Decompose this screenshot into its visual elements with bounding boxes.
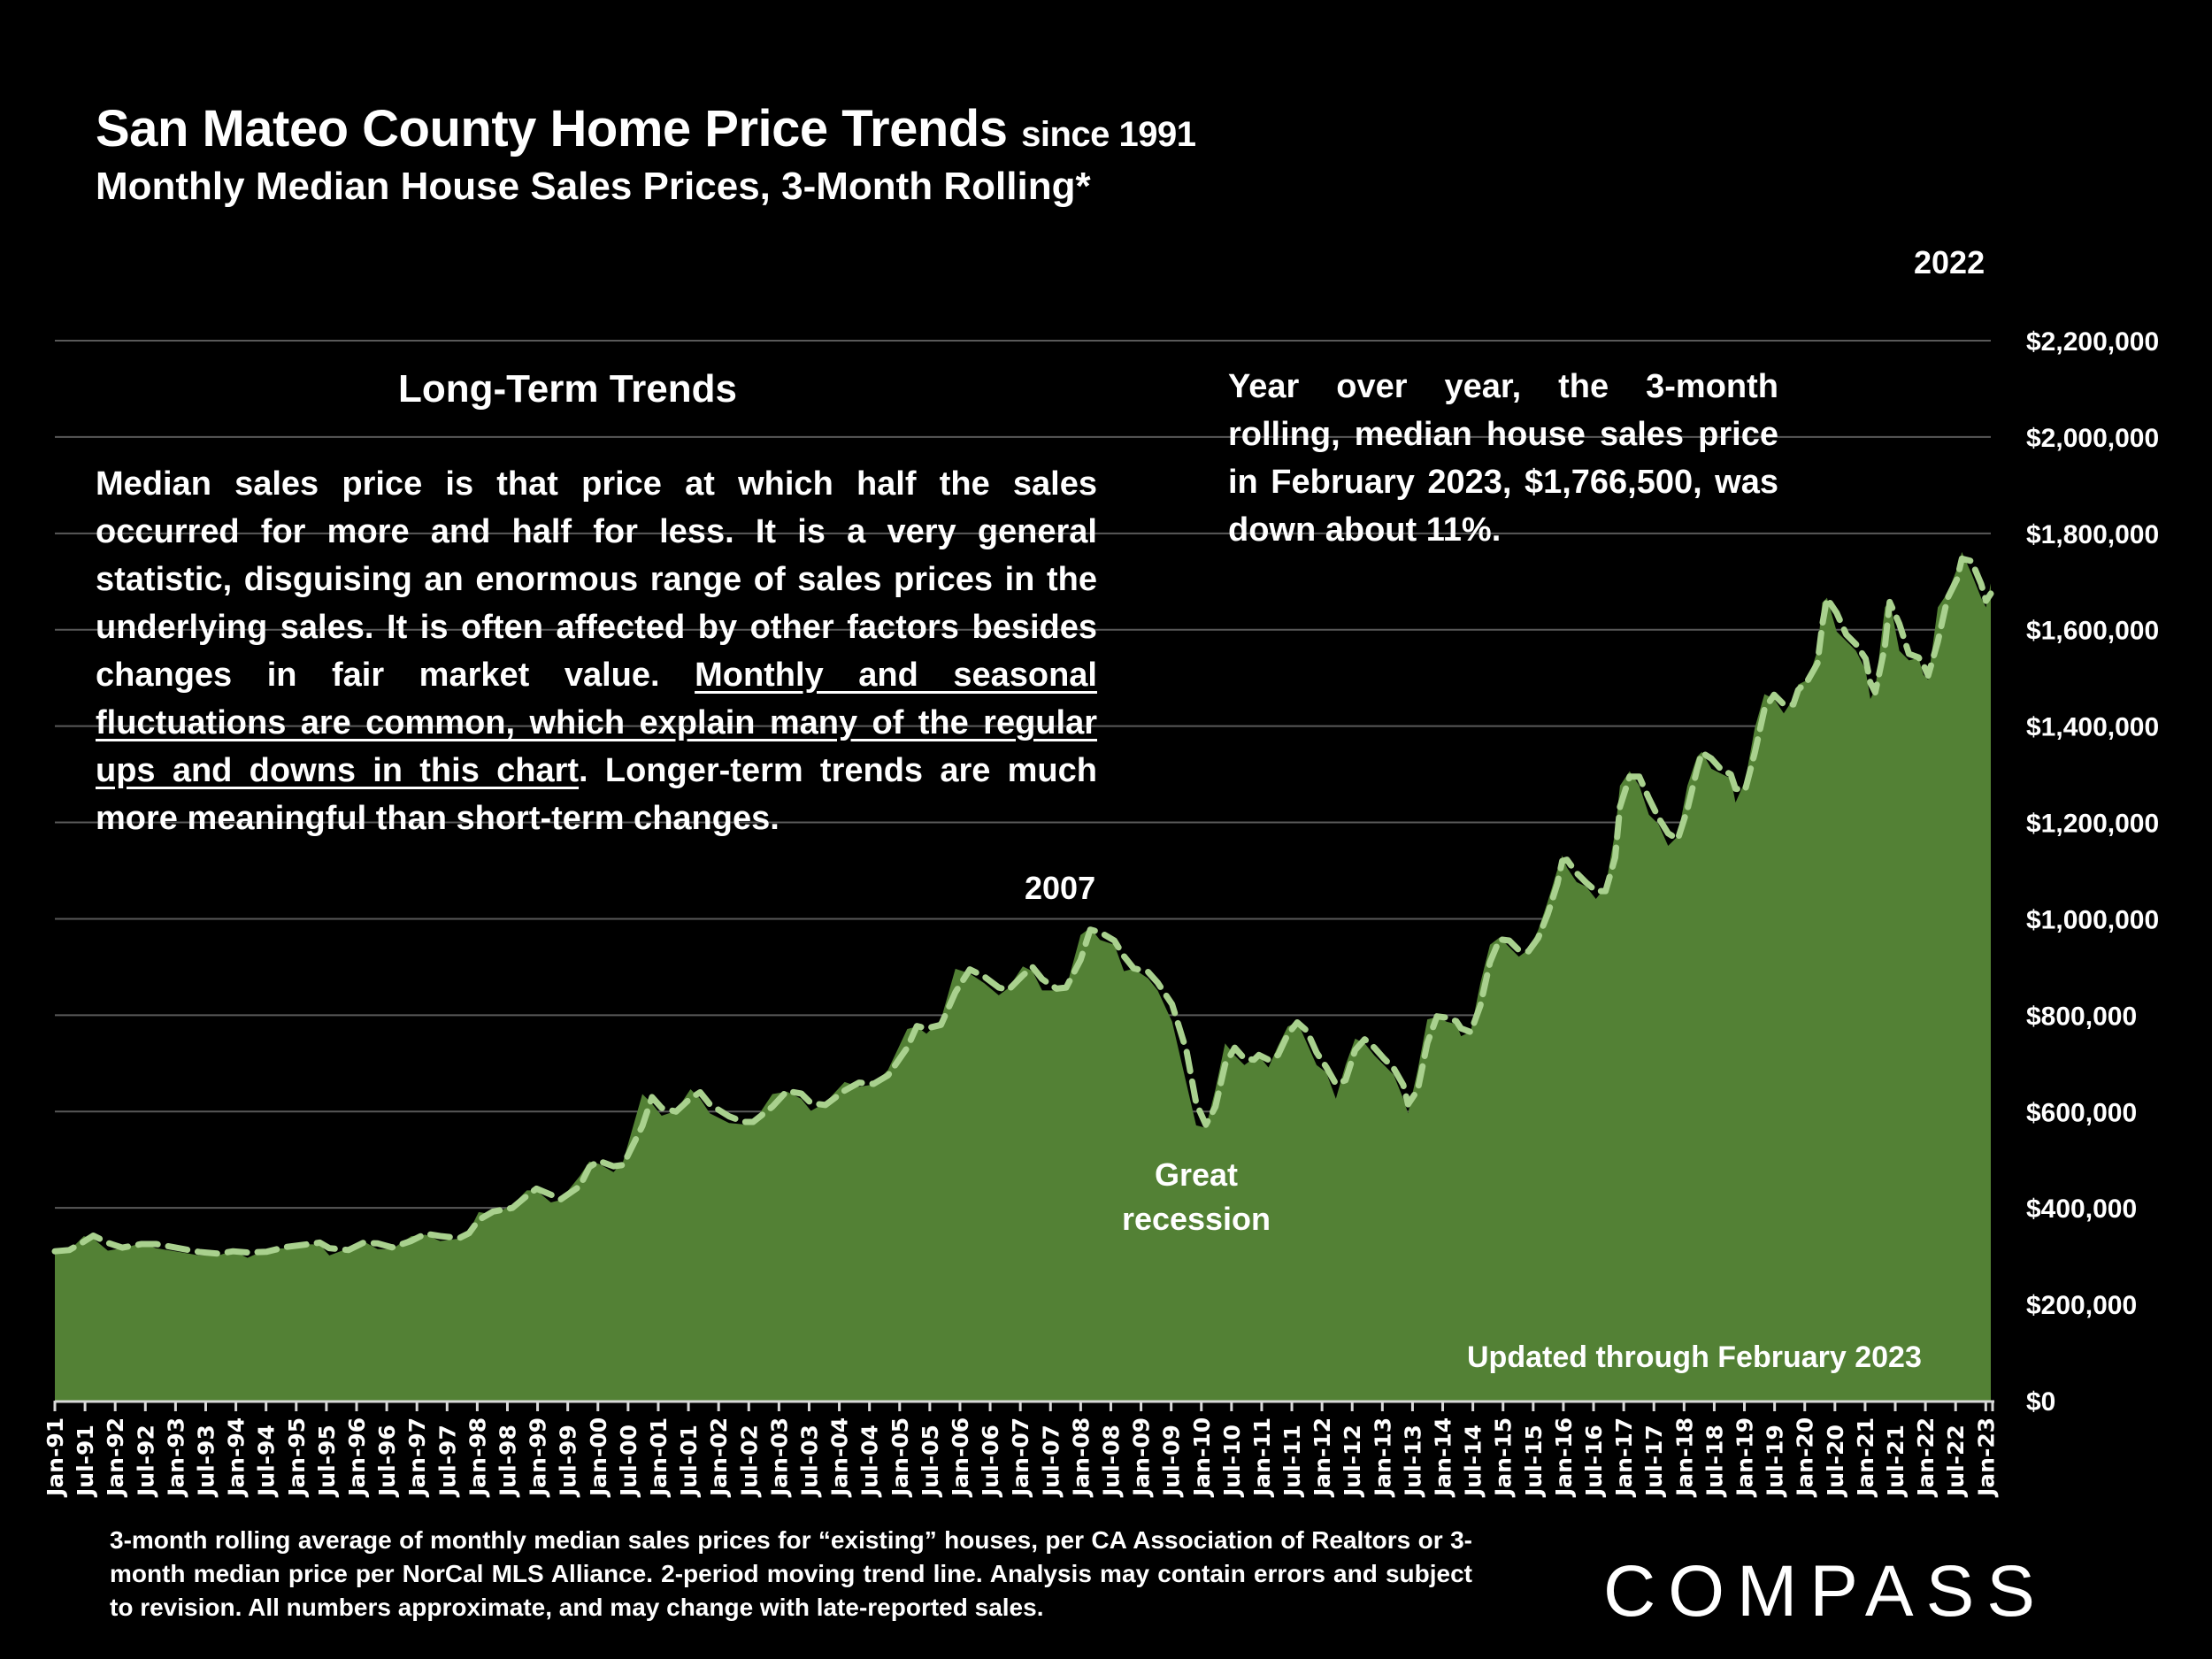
x-tick-label: Jul-98 — [495, 1425, 520, 1498]
x-tick-label: Jan-06 — [948, 1417, 973, 1498]
x-tick-label: Jul-09 — [1159, 1425, 1185, 1498]
x-tick-label: Jan-09 — [1129, 1417, 1155, 1498]
y-tick-label: $2,200,000 — [2026, 327, 2159, 357]
x-tick-label: Jan-22 — [1913, 1417, 1939, 1498]
y-tick-label: $1,800,000 — [2026, 520, 2159, 549]
annotation-updated: Updated through February 2023 — [1467, 1340, 1922, 1374]
y-tick-label: $1,600,000 — [2026, 617, 2159, 646]
x-tick-label: Jan-91 — [42, 1417, 68, 1498]
x-tick-label: Jul-99 — [556, 1425, 581, 1498]
x-tick-label: Jul-92 — [133, 1425, 158, 1498]
x-ticks: Jan-91 Jul-91 Jan-92 Jul-92 Jan-93 Jul-93 Jan-… — [42, 1401, 1999, 1498]
x-tick-label: Jul-11 — [1279, 1425, 1305, 1498]
logo-text: COMPASS — [1603, 1551, 2047, 1632]
x-tick-label: Jan-96 — [344, 1417, 370, 1498]
x-tick-label: Jul-22 — [1943, 1425, 1969, 1498]
long-term-trends-text: Median sales price is that price at whic… — [96, 460, 1097, 842]
x-tick-label: Jul-94 — [254, 1425, 280, 1498]
title-main: San Mateo County Home Price Trends — [96, 100, 1008, 157]
panel-text-part2: . Longer-term trends are much more meani… — [96, 752, 1097, 837]
x-tick-label: Jan-14 — [1431, 1417, 1456, 1498]
x-tick-label: Jul-13 — [1400, 1425, 1425, 1498]
x-tick-label: Jul-20 — [1823, 1425, 1848, 1498]
annotation-2007: 2007 — [1025, 870, 1096, 906]
x-tick-label: Jan-08 — [1068, 1417, 1094, 1498]
x-tick-label: Jul-07 — [1038, 1425, 1064, 1498]
footnote: 3-month rolling average of monthly media… — [110, 1526, 1472, 1621]
x-tick-label: Jan-19 — [1732, 1417, 1758, 1498]
long-term-trends-heading: Long-Term Trends — [398, 367, 737, 411]
y-tick-label: $800,000 — [2026, 1002, 2137, 1031]
gridlines — [55, 340, 1991, 1306]
x-tick-label: Jul-00 — [616, 1425, 641, 1498]
y-tick-label: $600,000 — [2026, 1098, 2137, 1127]
x-tick-label: Jul-01 — [676, 1425, 702, 1498]
y-tick-label: $400,000 — [2026, 1194, 2137, 1224]
y-tick-label: $1,200,000 — [2026, 810, 2159, 839]
x-tick-label: Jan-20 — [1793, 1417, 1818, 1498]
x-tick-label: Jan-05 — [887, 1417, 913, 1498]
x-tick-label: Jan-00 — [586, 1417, 611, 1498]
y-tick-labels: $0 $200,000 $400,000 $600,000 $800,000 $1,000… — [2026, 327, 2159, 1417]
x-tick-label: Jul-16 — [1581, 1425, 1607, 1498]
compass-logo: COMPASS — [1603, 1550, 2047, 1633]
x-tick-label: Jul-96 — [374, 1425, 400, 1498]
x-tick-label: Jul-04 — [857, 1425, 883, 1498]
x-tick-label: Jul-21 — [1883, 1425, 1909, 1498]
x-tick-label: Jul-91 — [73, 1425, 98, 1498]
x-tick-label: Jan-99 — [526, 1417, 551, 1498]
y-tick-label: $2,000,000 — [2026, 424, 2159, 453]
x-tick-label: Jul-18 — [1701, 1425, 1727, 1498]
x-tick-label: Jul-19 — [1763, 1425, 1788, 1498]
panel-text-underlined: Monthly and seasonal fluctuations are co… — [96, 657, 1097, 789]
x-tick-label: Jul-12 — [1340, 1425, 1365, 1498]
x-tick-label: Jan-97 — [404, 1417, 430, 1498]
x-tick-label: Jan-93 — [163, 1417, 188, 1498]
chart-title: San Mateo County Home Price Trends since… — [96, 99, 1196, 158]
annotation-great-recession: Great recession — [1121, 1156, 1271, 1237]
chart-subtitle: Monthly Median House Sales Prices, 3-Mon… — [96, 165, 1091, 208]
x-tick-label: Jan-02 — [706, 1417, 732, 1498]
x-tick-label: Jan-11 — [1249, 1417, 1275, 1498]
x-tick-label: Jan-15 — [1491, 1417, 1517, 1498]
x-tick-label: Jan-21 — [1853, 1417, 1878, 1498]
trend-line — [51, 555, 1994, 1257]
title-suffix: since 1991 — [1021, 115, 1196, 154]
x-tick-label: Jul-08 — [1098, 1425, 1124, 1498]
x-tick-label: Jan-18 — [1671, 1417, 1697, 1498]
x-tick-label: Jul-02 — [736, 1425, 762, 1498]
x-tick-label: Jul-06 — [978, 1425, 1003, 1498]
x-tick-label: Jan-98 — [465, 1417, 490, 1498]
x-tick-label: Jul-05 — [918, 1425, 943, 1498]
x-tick-label: Jul-97 — [434, 1425, 460, 1498]
yoy-note: Year over year, the 3-month rolling, med… — [1228, 368, 1778, 549]
x-tick-label: Jan-03 — [766, 1417, 792, 1498]
x-tick-label: Jan-94 — [224, 1417, 250, 1498]
x-tick-label: Jul-15 — [1521, 1425, 1547, 1498]
x-tick-label: Jul-93 — [193, 1425, 219, 1498]
x-tick-label: Jan-95 — [284, 1417, 310, 1498]
y-tick-label: $1,400,000 — [2026, 713, 2159, 742]
x-tick-label: Jan-16 — [1551, 1417, 1577, 1498]
x-tick-label: Jan-04 — [827, 1417, 853, 1498]
x-tick-label: Jan-10 — [1189, 1417, 1215, 1498]
panel-text-part1: Median sales price is that price at whic… — [96, 465, 1097, 694]
x-tick-label: Jul-17 — [1641, 1425, 1667, 1498]
x-tick-label: Jan-17 — [1611, 1417, 1637, 1498]
y-tick-label: $200,000 — [2026, 1291, 2137, 1320]
x-tick-label: Jan-07 — [1008, 1417, 1033, 1498]
x-tick-label: Jan-92 — [103, 1417, 128, 1498]
x-tick-label: Jul-10 — [1219, 1425, 1245, 1498]
x-tick-label: Jan-12 — [1310, 1417, 1335, 1498]
annotation-2022: 2022 — [1914, 244, 1985, 280]
x-tick-label: Jul-14 — [1461, 1425, 1486, 1498]
x-tick-label: Jul-03 — [796, 1425, 822, 1498]
x-tick-label: Jul-95 — [314, 1425, 340, 1498]
y-tick-label: $0 — [2026, 1387, 2055, 1417]
x-tick-label: Jan-13 — [1370, 1417, 1395, 1498]
x-tick-label: Jan-23 — [1973, 1417, 1999, 1498]
y-tick-label: $1,000,000 — [2026, 905, 2159, 934]
x-tick-label: Jan-01 — [646, 1417, 672, 1498]
